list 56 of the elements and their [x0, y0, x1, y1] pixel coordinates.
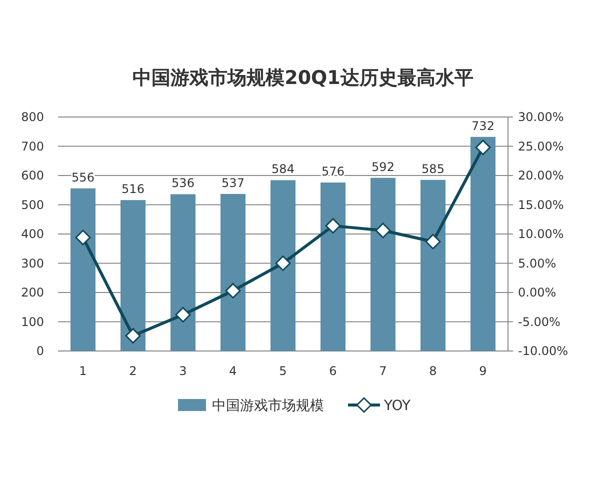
- y-tick-label: 0: [36, 344, 44, 358]
- y2-tick-label: 10.00%: [518, 227, 564, 241]
- data-label: 585: [422, 162, 444, 176]
- y2-tick-label: 20.00%: [518, 168, 564, 182]
- bar: [170, 194, 196, 351]
- y2-tick-label: 0.00%: [518, 286, 556, 300]
- data-label: 584: [272, 162, 294, 176]
- bar: [220, 194, 246, 351]
- y-tick-label: 700: [21, 139, 44, 154]
- x-tick-label: 7: [379, 364, 387, 378]
- y-tick-label: 100: [21, 314, 44, 329]
- bar: [420, 180, 446, 351]
- data-label: 516: [122, 182, 144, 196]
- y2-tick-label: -10.00%: [518, 344, 568, 358]
- y-tick-label: 300: [21, 256, 44, 270]
- legend-label: YOY: [383, 398, 412, 414]
- point: [75, 230, 91, 246]
- point: [225, 282, 241, 298]
- bar: [470, 136, 496, 351]
- y2-tick-label: 5.00%: [518, 256, 556, 270]
- chart-title: 中国游戏市场规模20Q1达历史最高水平: [132, 67, 474, 89]
- bar: [370, 178, 396, 351]
- y2-tick-label: 30.00%: [518, 110, 564, 124]
- y-tick-label: 500: [21, 198, 44, 212]
- data-label: 576: [322, 164, 344, 179]
- y2-tick-label: -5.00%: [518, 314, 560, 329]
- x-tick-label: 5: [279, 364, 287, 378]
- y-tick-label: 200: [21, 286, 44, 300]
- data-label: 536: [172, 176, 194, 190]
- point: [325, 218, 341, 234]
- legend-label: 中国游戏市场规模: [212, 398, 324, 414]
- y-tick-label: 400: [21, 227, 44, 241]
- y2-tick-label: 25.00%: [518, 139, 564, 154]
- x-tick-label: 8: [429, 364, 437, 378]
- y-tick-label: 800: [21, 110, 44, 124]
- x-tick-label: 6: [329, 364, 337, 378]
- point: [125, 328, 141, 344]
- point: [275, 256, 291, 271]
- point: [175, 306, 191, 322]
- data-label: 537: [222, 176, 244, 190]
- y2-tick-label: 15.00%: [518, 198, 564, 212]
- bar: [120, 200, 146, 351]
- x-tick-label: 1: [79, 364, 87, 378]
- point: [425, 234, 441, 250]
- x-tick-label: 9: [479, 364, 487, 378]
- bar: [70, 188, 96, 351]
- point: [475, 140, 491, 156]
- x-tick-label: 3: [179, 364, 187, 378]
- point: [375, 222, 391, 238]
- data-label: 592: [372, 160, 394, 174]
- y-tick-label: 600: [21, 168, 44, 182]
- x-tick-label: 2: [129, 364, 137, 378]
- bar: [320, 182, 346, 351]
- bar: [270, 180, 296, 351]
- data-label: 732: [472, 118, 494, 133]
- x-tick-label: 4: [229, 364, 237, 378]
